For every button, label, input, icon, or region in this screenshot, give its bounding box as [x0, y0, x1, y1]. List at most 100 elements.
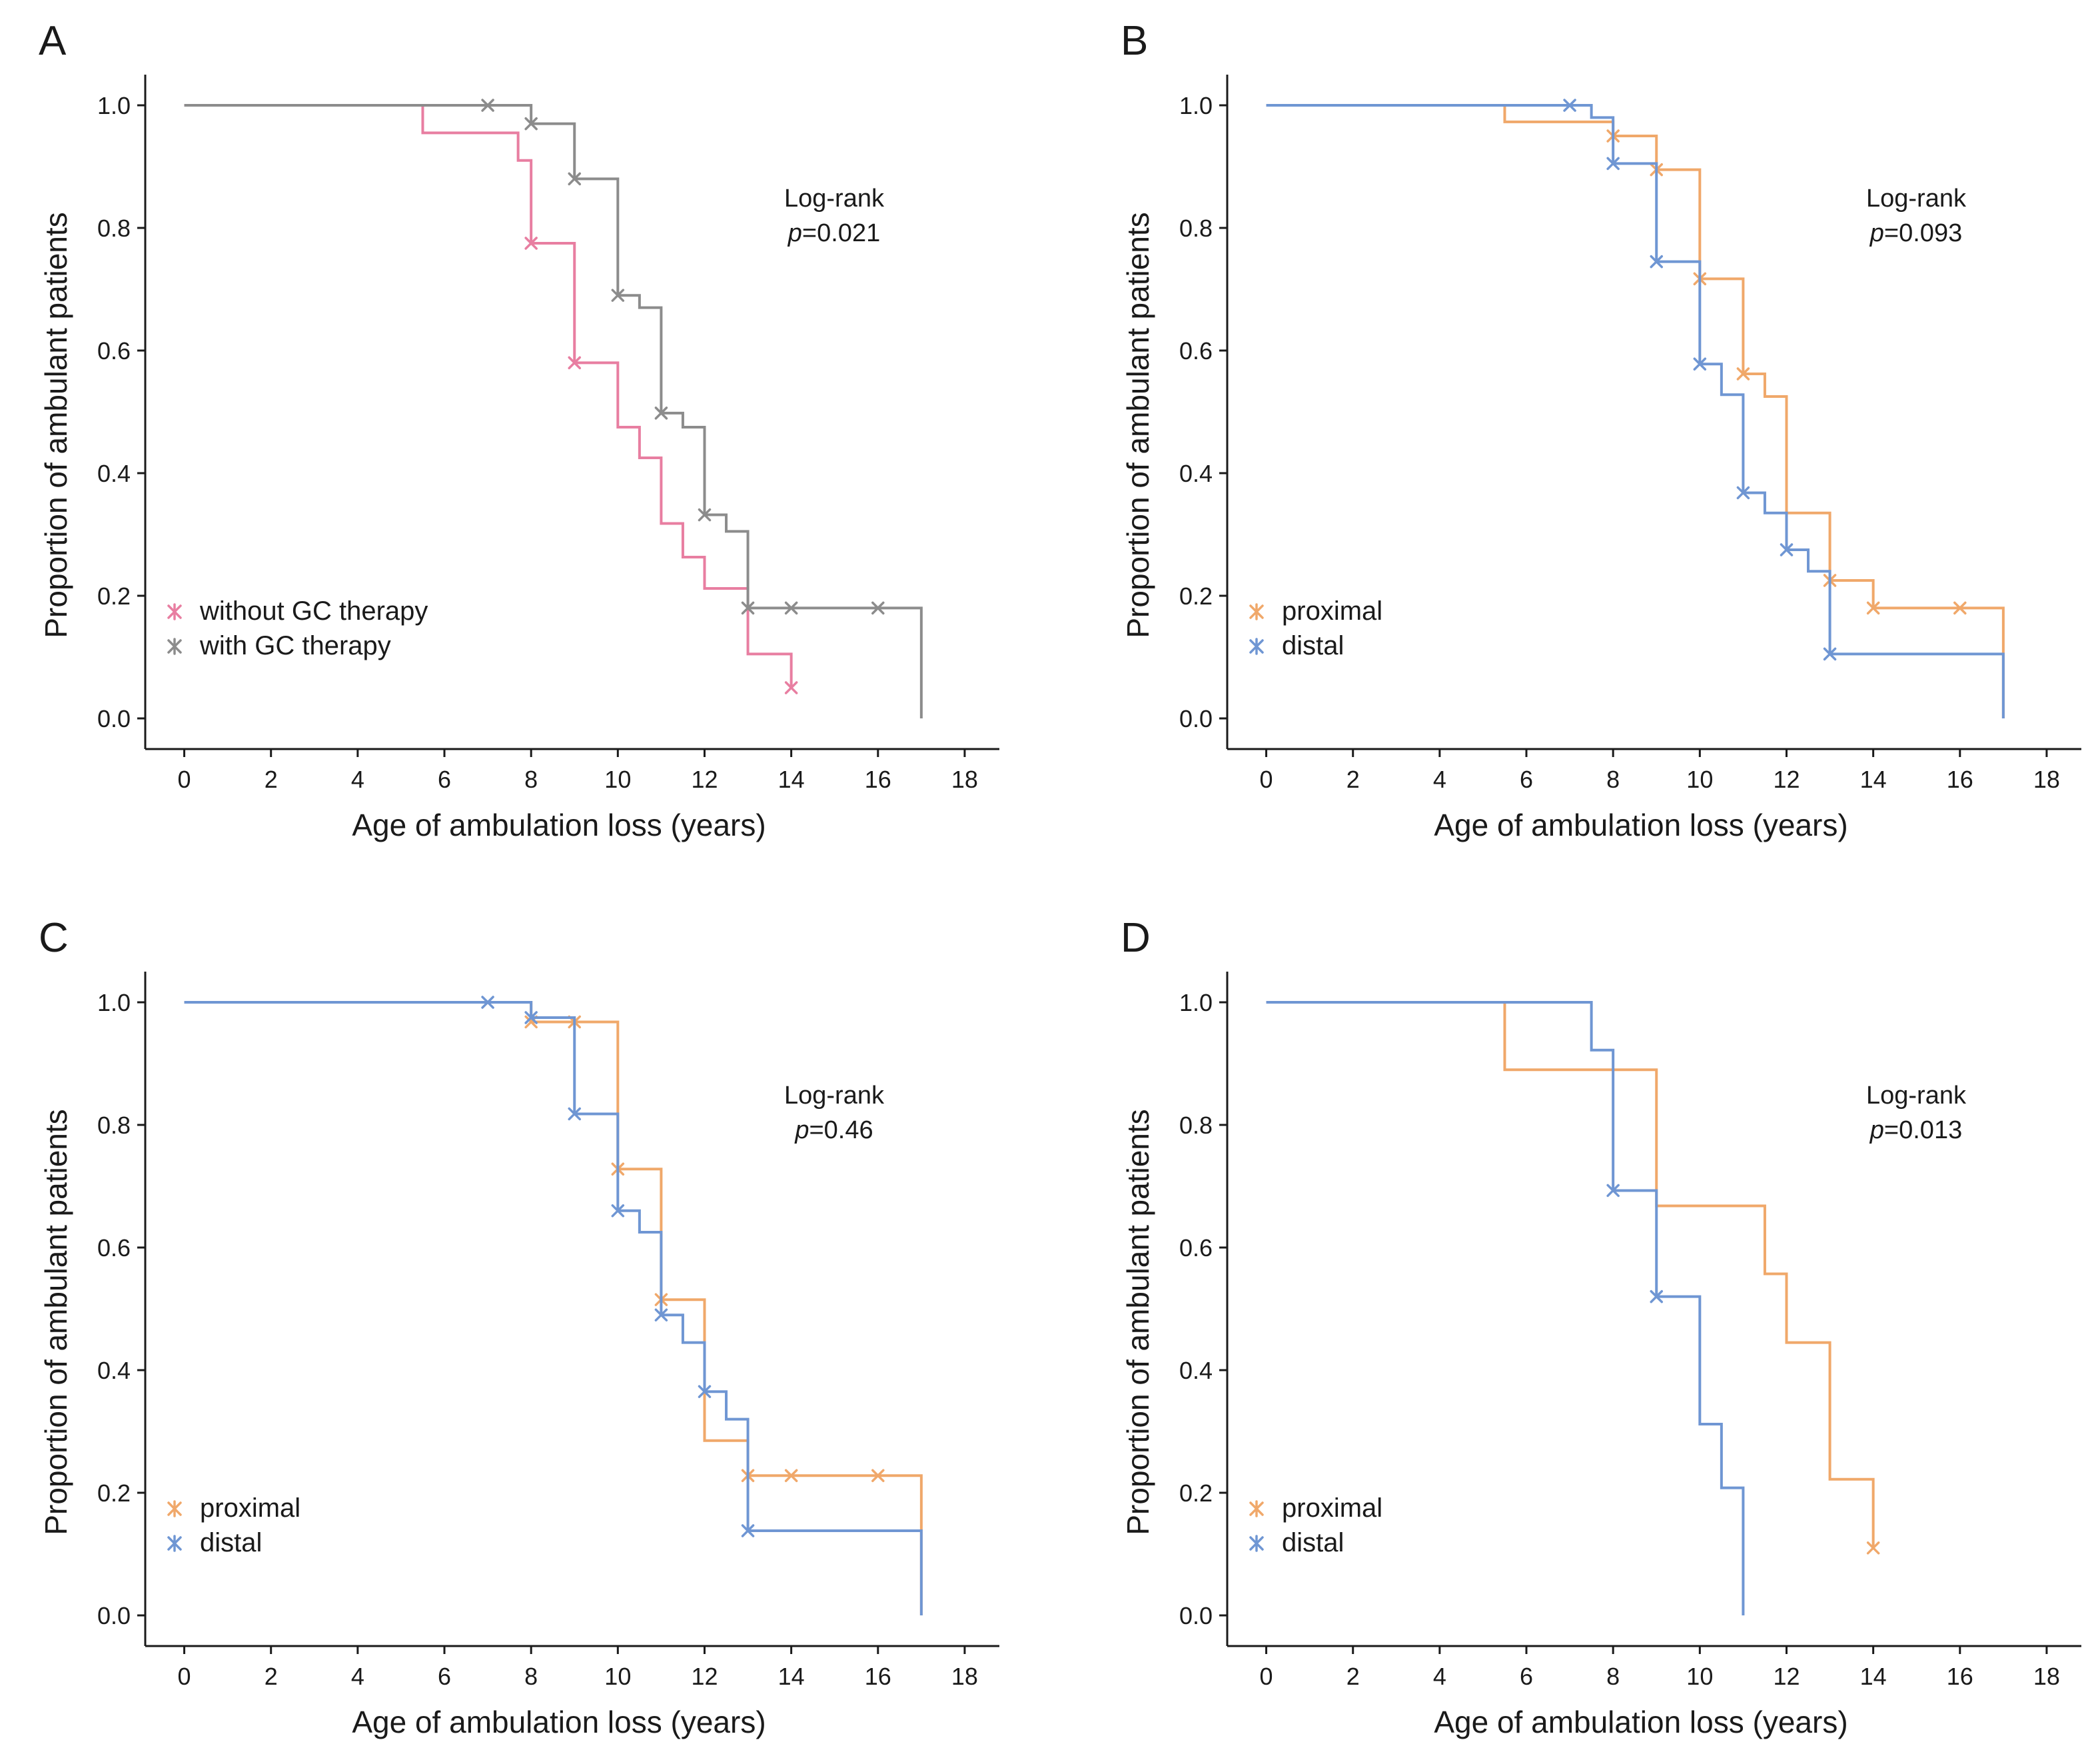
x-tick-label: 18: [2033, 1663, 2060, 1690]
y-tick-label: 0.4: [97, 460, 131, 487]
legend-key: [1249, 603, 1264, 620]
x-tick-label: 4: [351, 766, 364, 793]
x-tick-label: 10: [1686, 766, 1713, 793]
y-tick-label: 0.4: [97, 1357, 131, 1384]
x-tick-label: 16: [1947, 766, 1973, 793]
km-curve: [1266, 1001, 1745, 1615]
y-axis-title: Proportion of ambulant patients: [39, 1109, 73, 1535]
km-curve: [1266, 104, 2005, 718]
censor-mark: [741, 601, 755, 615]
x-tick-label: 14: [778, 766, 805, 793]
censor-mark: [1780, 543, 1794, 556]
legend-label: proximal: [1282, 1493, 1382, 1523]
x-tick-label: 0: [178, 1663, 191, 1690]
series-distal: [184, 996, 923, 1615]
legend-label: distal: [1282, 631, 1344, 660]
x-tick-label: 10: [604, 1663, 631, 1690]
censor-mark: [1953, 601, 1967, 615]
censor-mark: [481, 996, 494, 1009]
panel-letter: B: [1121, 18, 1148, 64]
x-tick-label: 6: [1520, 766, 1533, 793]
censor-mark: [741, 1524, 755, 1537]
x-tick-label: 6: [1520, 1663, 1533, 1690]
censor-mark: [1693, 357, 1707, 371]
x-tick-label: 0: [1260, 1663, 1273, 1690]
y-tick-label: 0.0: [97, 1602, 131, 1629]
censor-mark: [1606, 157, 1620, 171]
legend-key: [1249, 1535, 1264, 1552]
censor-mark: [1866, 601, 1880, 615]
y-tick-label: 1.0: [1179, 989, 1213, 1016]
x-tick-label: 8: [1606, 1663, 1620, 1690]
legend-label: distal: [200, 1528, 262, 1557]
x-tick-label: 16: [1947, 1663, 1973, 1690]
censor-mark: [698, 508, 712, 522]
p-value-label: p=0.021: [788, 219, 880, 247]
legend-label: with GC therapy: [199, 631, 391, 660]
p-value-label: p=0.46: [794, 1116, 873, 1144]
x-tick-label: 18: [2033, 766, 2060, 793]
x-tick-label: 18: [951, 1663, 978, 1690]
y-tick-label: 0.0: [1179, 1602, 1213, 1629]
censor-mark: [1650, 1290, 1664, 1304]
x-tick-label: 18: [951, 766, 978, 793]
censor-mark: [698, 1385, 712, 1398]
x-tick-label: 4: [1433, 766, 1446, 793]
x-axis-title: Age of ambulation loss (years): [1434, 1705, 1847, 1739]
series-distal: [1266, 1001, 1745, 1615]
x-tick-label: 2: [264, 1663, 278, 1690]
y-tick-label: 0.0: [1179, 705, 1213, 732]
legend-label: proximal: [200, 1493, 300, 1523]
y-tick-label: 0.4: [1179, 1357, 1213, 1384]
x-tick-label: 4: [1433, 1663, 1446, 1690]
x-tick-label: 2: [1346, 1663, 1360, 1690]
censor-mark: [1650, 255, 1664, 269]
censor-mark: [1866, 1541, 1880, 1555]
censor-mark: [1823, 647, 1837, 661]
y-tick-label: 0.2: [1179, 582, 1213, 610]
panel-letter: C: [39, 915, 69, 961]
censor-mark: [654, 407, 668, 420]
panel-c: C 0.0 0.2 0.4 0.6 0.8 1.0 0 2 4 6 8 10 12 14 16 18 Age of…: [39, 915, 999, 1739]
censor-mark: [1563, 99, 1576, 112]
censor-mark: [524, 237, 538, 250]
censor-mark: [784, 1469, 798, 1482]
x-axis-title: Age of ambulation loss (years): [1434, 808, 1847, 842]
x-tick-label: 14: [1860, 1663, 1887, 1690]
legend-label: without GC therapy: [199, 596, 428, 626]
x-tick-label: 0: [178, 766, 191, 793]
y-axis-title: Proportion of ambulant patients: [39, 212, 73, 638]
censor-mark: [1736, 486, 1750, 500]
censor-mark: [611, 289, 625, 302]
km-curve: [184, 104, 793, 688]
censor-mark: [568, 1107, 582, 1121]
series-without-gc-therapy: [184, 104, 798, 694]
x-tick-label: 6: [438, 766, 451, 793]
x-tick-label: 8: [1606, 766, 1620, 793]
censor-mark: [1736, 367, 1750, 381]
y-tick-label: 1.0: [97, 92, 131, 119]
censor-mark: [568, 356, 582, 370]
x-tick-label: 10: [604, 766, 631, 793]
legend-key: [167, 638, 182, 655]
y-tick-label: 0.4: [1179, 460, 1213, 487]
x-tick-label: 10: [1686, 1663, 1713, 1690]
y-tick-label: 0.2: [97, 1479, 131, 1507]
y-tick-label: 0.6: [97, 1234, 131, 1262]
x-axis-title: Age of ambulation loss (years): [352, 1705, 766, 1739]
x-tick-label: 14: [778, 1663, 805, 1690]
series-proximal: [1266, 1001, 1880, 1555]
y-tick-label: 0.6: [1179, 1234, 1213, 1262]
legend-key: [167, 1500, 182, 1517]
y-tick-label: 0.6: [97, 337, 131, 365]
y-tick-label: 0.8: [97, 1112, 131, 1139]
y-tick-label: 0.6: [1179, 337, 1213, 365]
legend-key: [167, 1535, 182, 1552]
legend-key: [167, 603, 182, 620]
p-value-label: p=0.013: [1869, 1116, 1962, 1144]
logrank-label: Log-rank: [1866, 185, 1967, 213]
x-tick-label: 8: [524, 1663, 538, 1690]
y-tick-label: 0.8: [1179, 215, 1213, 242]
x-tick-label: 2: [1346, 766, 1360, 793]
censor-mark: [654, 1308, 668, 1321]
